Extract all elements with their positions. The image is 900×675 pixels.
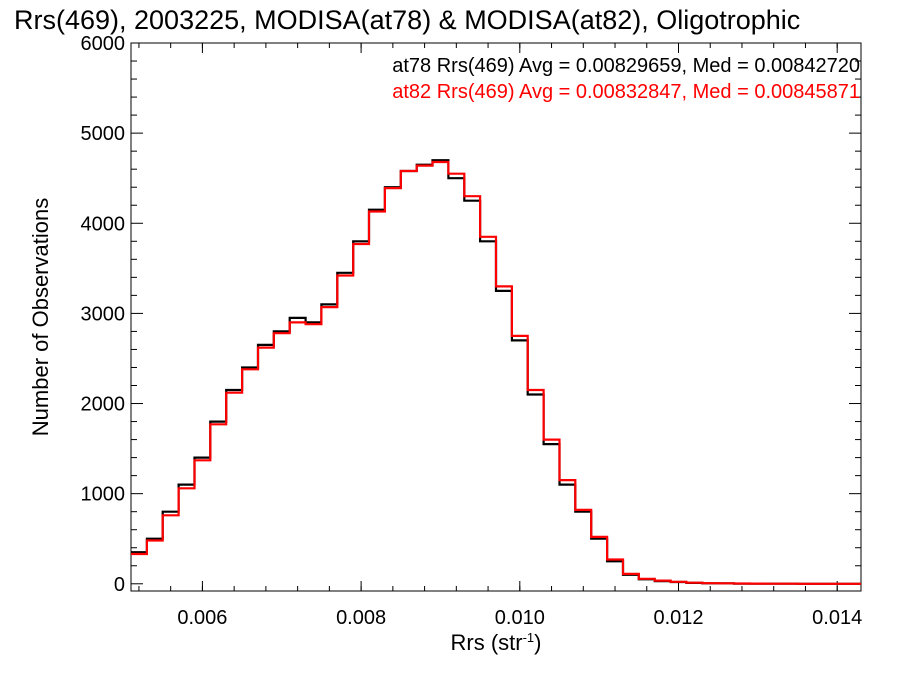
x-tick-label-1: 0.008: [336, 607, 386, 629]
x-axis-label-main: Rrs (str: [451, 630, 523, 655]
chart-title: Rrs(469), 2003225, MODISA(at78) & MODISA…: [14, 5, 800, 35]
legend-at82: at82 Rrs(469) Avg = 0.00832847, Med = 0.…: [392, 81, 860, 103]
x-tick-label-2: 0.010: [495, 607, 545, 629]
y-tick-label-4: 4000: [81, 213, 126, 235]
y-tick-label-1: 1000: [81, 484, 126, 506]
y-axis-label: Number of Observations: [28, 198, 53, 436]
y-tick-label-5: 5000: [81, 123, 126, 145]
series-line-at82: [131, 160, 861, 585]
y-tick-label-3: 3000: [81, 303, 126, 325]
x-tick-label-0: 0.006: [177, 607, 227, 629]
x-axis-label: Rrs (str-1): [451, 630, 542, 655]
y-tick-label-2: 2000: [81, 394, 126, 416]
y-tick-label-0: 0: [114, 574, 125, 596]
x-tick-label-4: 0.014: [812, 607, 862, 629]
legend-at78: at78 Rrs(469) Avg = 0.00829659, Med = 0.…: [392, 55, 860, 77]
series-layer: [131, 159, 861, 585]
y-axis: 0 1000 2000 3000 4000 5000 6000: [81, 33, 861, 596]
x-axis-label-tail: ): [534, 630, 541, 655]
series-line-at78: [131, 159, 861, 585]
x-axis-label-superscript: -1: [523, 630, 535, 645]
plot-frame: [130, 42, 862, 592]
x-axis: 0.006 0.008 0.010 0.012 0.014: [138, 43, 862, 629]
y-tick-label-6: 6000: [81, 33, 126, 55]
x-tick-label-3: 0.012: [653, 607, 703, 629]
